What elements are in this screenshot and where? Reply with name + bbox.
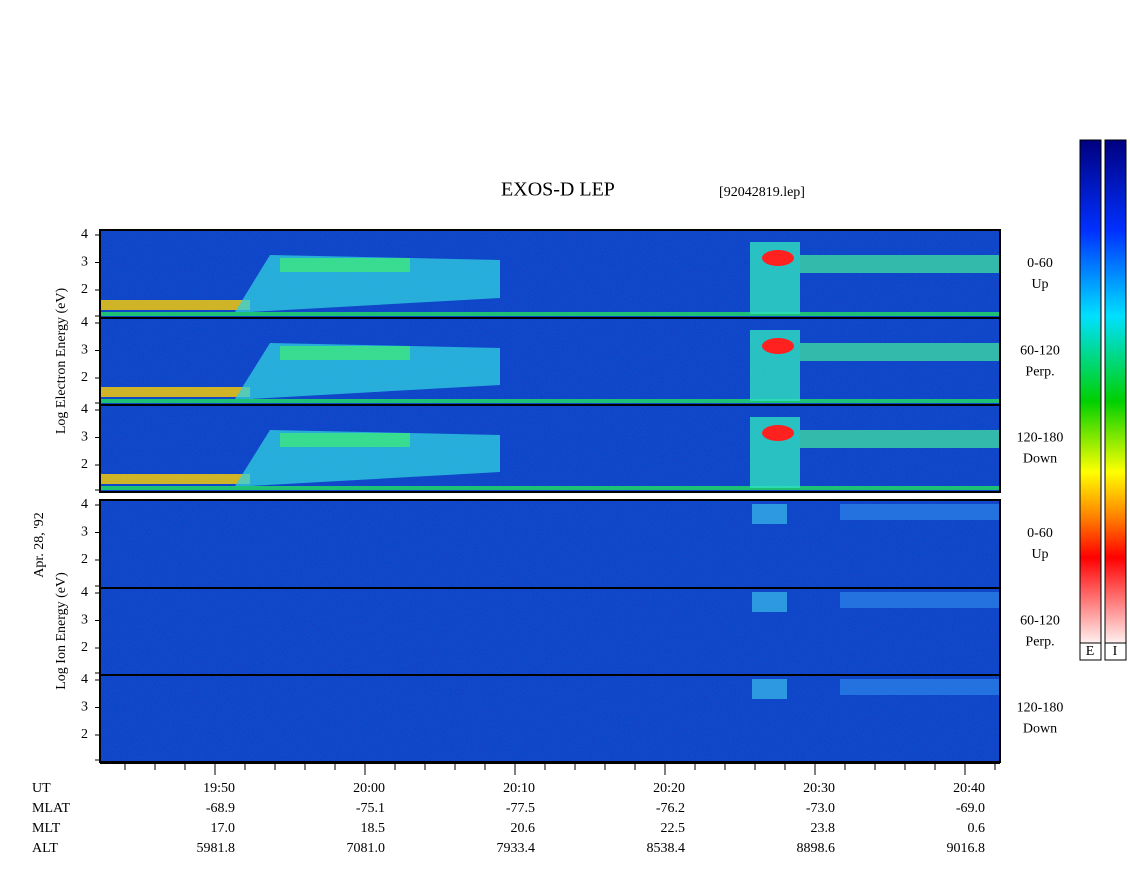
- row-value: 7933.4: [497, 841, 536, 856]
- y-tick-label: 2: [81, 552, 88, 567]
- row-value: 20:10: [503, 781, 535, 796]
- panel-direction: Down: [1023, 452, 1057, 467]
- panel-frame: [99, 404, 1001, 493]
- y-tick-label: 2: [81, 727, 88, 742]
- row-value: -76.2: [656, 801, 685, 816]
- band: [280, 346, 410, 360]
- band: [840, 504, 1000, 520]
- colorbar: [1104, 139, 1127, 644]
- y-tick-label: 3: [81, 700, 88, 715]
- band: [762, 338, 794, 354]
- colorbar-box: [1079, 642, 1102, 661]
- row-label: MLT: [32, 821, 61, 836]
- colorbar-label: I: [1113, 644, 1118, 659]
- band: [800, 255, 1000, 273]
- y-tick-label: 4: [81, 315, 88, 330]
- band: [100, 399, 1000, 403]
- panel-range: 60-120: [1020, 614, 1060, 629]
- row-label: UT: [32, 781, 51, 796]
- y-axis-label: Log Ion Energy (eV): [54, 572, 69, 690]
- y-tick-label: 2: [81, 640, 88, 655]
- row-value: 22.5: [661, 821, 686, 836]
- band: [762, 425, 794, 441]
- band: [100, 486, 1000, 490]
- row-value: 7081.0: [347, 841, 386, 856]
- band: [752, 504, 787, 524]
- panel-direction: Perp.: [1025, 365, 1054, 380]
- y-tick-label: 3: [81, 255, 88, 270]
- row-value: 19:50: [203, 781, 235, 796]
- title: EXOS-D LEP: [501, 179, 615, 201]
- row-value: 0.6: [968, 821, 986, 836]
- row-value: -68.9: [206, 801, 235, 816]
- row-label: MLAT: [32, 801, 71, 816]
- row-value: -75.1: [356, 801, 385, 816]
- y-tick-label: 3: [81, 343, 88, 358]
- band: [762, 250, 794, 266]
- y-tick-label: 2: [81, 370, 88, 385]
- y-tick-label: 4: [81, 672, 88, 687]
- panel-direction: Up: [1031, 277, 1048, 292]
- y-tick-label: 4: [81, 402, 88, 417]
- row-label: ALT: [32, 841, 58, 856]
- row-value: 20:00: [353, 781, 385, 796]
- band: [840, 592, 1000, 608]
- y-tick-label: 4: [81, 585, 88, 600]
- row-value: 8898.6: [797, 841, 836, 856]
- row-value: 23.8: [811, 821, 836, 836]
- band: [100, 387, 250, 397]
- band: [840, 679, 1000, 695]
- row-value: 20.6: [511, 821, 536, 836]
- row-value: 9016.8: [947, 841, 986, 856]
- row-value: 17.0: [211, 821, 236, 836]
- colorbar-label: E: [1086, 644, 1095, 659]
- row-value: 5981.8: [197, 841, 236, 856]
- row-value: 20:30: [803, 781, 835, 796]
- date: Apr. 28, '92: [32, 512, 47, 578]
- panel-direction: Perp.: [1025, 635, 1054, 650]
- band: [100, 300, 250, 310]
- band: [800, 343, 1000, 361]
- panel-range: 120-180: [1017, 701, 1064, 716]
- panel-range: 120-180: [1017, 431, 1064, 446]
- row-value: 8538.4: [647, 841, 686, 856]
- y-tick-label: 4: [81, 227, 88, 242]
- band: [280, 258, 410, 272]
- row-value: 20:40: [953, 781, 985, 796]
- colorbar: [1079, 139, 1102, 644]
- y-tick-label: 3: [81, 525, 88, 540]
- row-value: 20:20: [653, 781, 685, 796]
- row-value: -69.0: [956, 801, 985, 816]
- band: [280, 433, 410, 447]
- row-value: -73.0: [806, 801, 835, 816]
- colorbar-box: [1104, 642, 1127, 661]
- panel-direction: Down: [1023, 722, 1057, 737]
- panels: 4 3 2 0-60 Up 4 3 2 60-120 Perp. 4 3 2 120-180 Down Log…: [32, 227, 1063, 856]
- panel-range: 0-60: [1027, 526, 1053, 541]
- panel-direction: Up: [1031, 547, 1048, 562]
- y-tick-label: 3: [81, 430, 88, 445]
- y-tick-label: 3: [81, 613, 88, 628]
- panel-range: 60-120: [1020, 344, 1060, 359]
- y-axis-label: Log Electron Energy (eV): [54, 288, 69, 435]
- band: [100, 474, 250, 484]
- band: [100, 312, 1000, 316]
- file-name: [92042819.lep]: [719, 185, 805, 200]
- y-tick-label: 4: [81, 497, 88, 512]
- band: [752, 592, 787, 612]
- y-tick-label: 2: [81, 282, 88, 297]
- y-tick-label: 2: [81, 457, 88, 472]
- band: [752, 679, 787, 699]
- row-value: -77.5: [506, 801, 535, 816]
- band: [800, 430, 1000, 448]
- panel-range: 0-60: [1027, 256, 1053, 271]
- row-value: 18.5: [361, 821, 386, 836]
